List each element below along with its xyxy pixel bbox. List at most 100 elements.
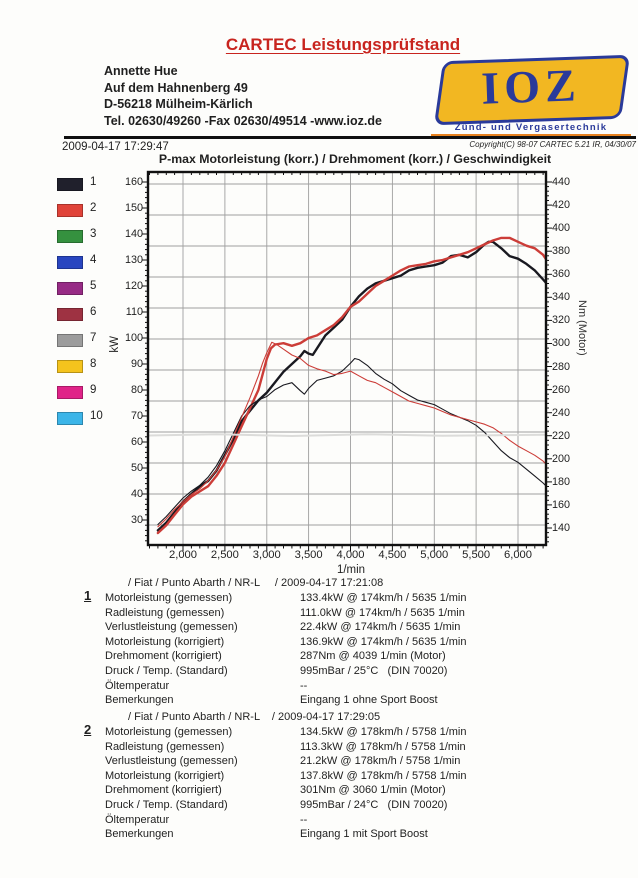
left-tick-130: 130 xyxy=(124,254,143,266)
curve-power-run2 xyxy=(156,236,545,535)
legend-swatch xyxy=(57,308,83,321)
left-tick-110: 110 xyxy=(125,306,143,318)
left-tick-30: 30 xyxy=(130,514,143,526)
measure-row: Bemerkungen Eingang 1 ohne Sport Boost xyxy=(105,694,625,709)
legend-label: 7 xyxy=(90,332,97,344)
block-number: 1 xyxy=(84,588,92,603)
measure-row: Drehmoment (korrigiert) 287Nm @ 4039 1/mi… xyxy=(105,650,625,665)
x-tick-5000: 5,000 xyxy=(420,549,449,561)
measurement-block-2: 2 / Fiat / Punto Abarth / NR-L / 2009-04… xyxy=(84,711,625,843)
measure-row: Bemerkungen Eingang 1 mit Sport Boost xyxy=(105,828,625,843)
measure-label: Verlustleistung (gemessen) xyxy=(105,621,238,634)
legend-label: 1 xyxy=(90,176,97,188)
page-title: CARTEC Leistungsprüfstand xyxy=(225,35,461,54)
company-address: Annette Hue Auf dem Hahnenberg 49 D-5621… xyxy=(104,64,382,128)
x-axis-label: 1/min xyxy=(336,564,366,576)
legend-swatch xyxy=(57,282,83,295)
measure-value: 111.0kW @ 174km/h / 5635 1/min xyxy=(300,606,465,619)
left-tick-140: 140 xyxy=(124,228,143,240)
measure-label: Motorleistung (gemessen) xyxy=(105,592,233,604)
measure-value: 22.4kW @ 174km/h / 5635 1/min xyxy=(300,621,461,634)
legend-swatch xyxy=(57,412,83,425)
vehicle-header: / Fiat / Punto Abarth / NR-L / 2009-04-1… xyxy=(128,711,381,723)
x-tick-6000: 6,000 xyxy=(504,549,532,561)
legend-label: 10 xyxy=(90,410,103,422)
measure-label: Öltemperatur xyxy=(105,813,170,826)
right-tick-260: 260 xyxy=(552,383,571,396)
right-tick-340: 340 xyxy=(552,291,571,304)
measure-label: Drehmoment (korrigiert) xyxy=(105,784,222,797)
curve-torque-run1 xyxy=(157,357,545,526)
report-datetime: 2009-04-17 17:29:47 xyxy=(62,141,169,153)
header-divider xyxy=(64,136,636,139)
logo-text: IOZ xyxy=(480,59,582,114)
measure-label: Radleistung (gemessen) xyxy=(105,606,225,619)
right-tick-140: 140 xyxy=(552,521,571,534)
legend-label: 6 xyxy=(90,306,97,318)
measure-label: Druck / Temp. (Standard) xyxy=(105,798,228,811)
measure-value: 287Nm @ 4039 1/min (Motor) xyxy=(300,650,446,663)
measurement-rows: Motorleistung (gemessen) 133.4kW @ 174km/… xyxy=(105,592,625,709)
right-tick-220: 220 xyxy=(552,429,571,442)
legend-swatch xyxy=(57,360,83,373)
block-number: 2 xyxy=(84,722,92,737)
measure-value: Eingang 1 ohne Sport Boost xyxy=(300,694,438,707)
x-tick-4500: 4,500 xyxy=(378,549,407,561)
measure-value: 995mBar / 24°C (DIN 70020) xyxy=(300,798,448,811)
measure-label: Druck / Temp. (Standard) xyxy=(105,664,228,677)
left-tick-100: 100 xyxy=(124,332,143,344)
legend-swatch xyxy=(57,256,83,269)
legend-label: 3 xyxy=(90,228,97,240)
right-tick-420: 420 xyxy=(552,199,571,212)
measure-label: Verlustleistung (gemessen) xyxy=(105,755,238,768)
legend-swatch xyxy=(57,204,83,217)
measure-label: Motorleistung (gemessen) xyxy=(105,726,233,738)
measure-value: Eingang 1 mit Sport Boost xyxy=(300,828,428,841)
measure-value: 134.5kW @ 178km/h / 5758 1/min xyxy=(300,726,467,738)
legend-label: 5 xyxy=(90,280,97,292)
left-axis-label: kW xyxy=(109,336,121,353)
legend-swatch xyxy=(57,230,83,243)
legend-label: 4 xyxy=(90,254,97,266)
curve-faint-scan-trace xyxy=(149,433,545,437)
measure-value: 301Nm @ 3060 1/min (Motor) xyxy=(300,784,446,797)
measure-value: 136.9kW @ 174km/h / 5635 1/min xyxy=(300,635,467,648)
logo-subtitle: Zünd- und Vergasertechnik xyxy=(454,122,608,133)
measure-label: Bemerkungen xyxy=(105,828,174,841)
right-tick-440: 440 xyxy=(552,176,571,188)
measure-value: 133.4kW @ 174km/h / 5635 1/min xyxy=(300,592,467,604)
measure-label: Drehmoment (korrigiert) xyxy=(105,650,222,663)
copyright-note: Copyright(C) 98-07 CARTEC 5.21 IR, 04/30… xyxy=(469,140,636,149)
measure-value: 113.3kW @ 178km/h / 5758 1/min xyxy=(300,740,466,753)
measure-row: Öltemperatur -- xyxy=(105,814,625,829)
curve-power-run1 xyxy=(156,240,545,532)
measure-label: Radleistung (gemessen) xyxy=(105,740,225,753)
legend-swatch xyxy=(57,386,83,399)
measure-row: Druck / Temp. (Standard) 995mBar / 25°C (… xyxy=(105,665,625,680)
right-tick-240: 240 xyxy=(552,406,571,419)
right-tick-380: 380 xyxy=(552,245,571,258)
right-tick-300: 300 xyxy=(552,337,571,350)
right-tick-280: 280 xyxy=(552,360,571,373)
legend-label: 9 xyxy=(90,384,97,396)
left-tick-80: 80 xyxy=(130,384,143,396)
legend-label: 2 xyxy=(90,202,97,214)
left-tick-90: 90 xyxy=(130,358,143,370)
left-tick-150: 150 xyxy=(124,202,143,214)
right-tick-400: 400 xyxy=(552,222,571,235)
x-tick-3500: 3,500 xyxy=(294,549,323,561)
curve-torque-run2 xyxy=(157,341,545,528)
legend-swatch xyxy=(57,178,83,191)
measurement-block-1: 1 / Fiat / Punto Abarth / NR-L / 2009-04… xyxy=(84,577,625,709)
measure-value: -- xyxy=(300,813,308,826)
measure-value: -- xyxy=(300,679,308,692)
right-tick-360: 360 xyxy=(552,268,571,281)
left-tick-50: 50 xyxy=(130,462,143,474)
measure-value: 21.2kW @ 178km/h / 5758 1/min xyxy=(300,755,461,768)
x-tick-2000: 2,000 xyxy=(169,549,197,561)
dyno-chart-plot xyxy=(142,170,552,551)
right-tick-180: 180 xyxy=(552,475,571,488)
left-tick-160: 160 xyxy=(124,176,143,188)
measure-label: Bemerkungen xyxy=(105,694,174,707)
